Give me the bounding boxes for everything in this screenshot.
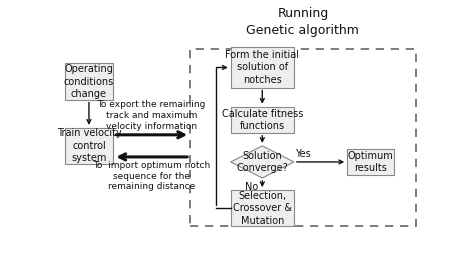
FancyBboxPatch shape: [231, 190, 294, 226]
Text: To export the remaining
track and maximum
velocity information: To export the remaining track and maximu…: [97, 100, 206, 131]
Text: No: No: [245, 182, 258, 192]
Text: Solution
Converge?: Solution Converge?: [236, 151, 288, 173]
Polygon shape: [231, 146, 294, 178]
Text: Form the initial
solution of
notches: Form the initial solution of notches: [225, 50, 299, 85]
Text: Running
Genetic algorithm: Running Genetic algorithm: [247, 7, 359, 37]
Text: Train velocity
control
system: Train velocity control system: [56, 128, 121, 163]
Text: Optimum
results: Optimum results: [348, 151, 393, 173]
FancyBboxPatch shape: [231, 48, 294, 88]
Text: To  import optimum notch
sequence for the
remaining distance: To import optimum notch sequence for the…: [93, 161, 210, 192]
Text: Operating
conditions
change: Operating conditions change: [64, 64, 114, 99]
Text: Yes: Yes: [295, 149, 311, 159]
FancyBboxPatch shape: [65, 63, 113, 100]
FancyBboxPatch shape: [231, 107, 294, 133]
Bar: [190, 49, 416, 226]
Text: Calculate fitness
functions: Calculate fitness functions: [222, 109, 303, 131]
FancyBboxPatch shape: [65, 128, 113, 164]
FancyBboxPatch shape: [347, 149, 394, 175]
Text: Selection,
Crossover &
Mutation: Selection, Crossover & Mutation: [233, 191, 292, 226]
